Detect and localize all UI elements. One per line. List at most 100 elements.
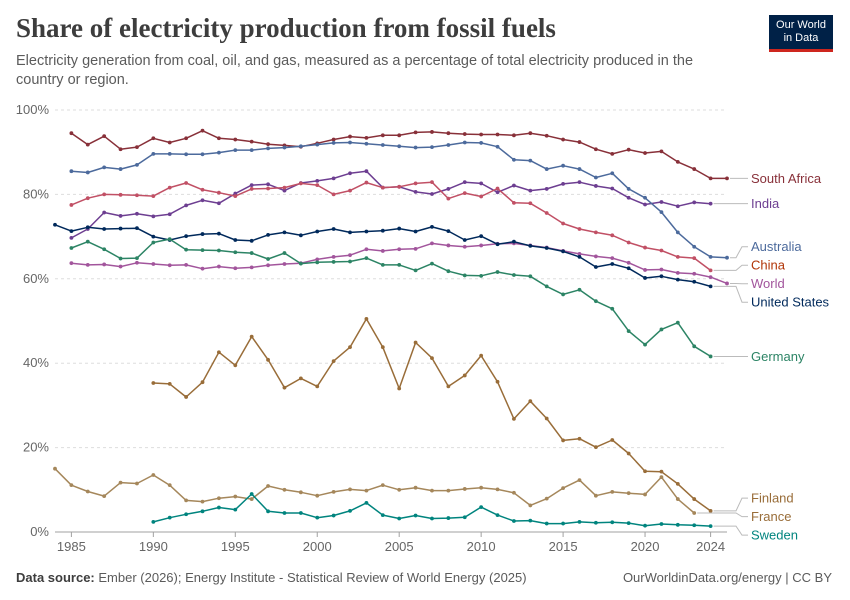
data-point: [233, 238, 238, 242]
data-point: [348, 345, 352, 350]
data-point: [462, 180, 467, 185]
data-point: [610, 233, 615, 238]
data-point: [708, 509, 713, 513]
data-point: [512, 490, 516, 495]
data-point: [233, 363, 238, 368]
series-finland: [151, 316, 713, 513]
data-point: [167, 212, 172, 217]
data-point: [315, 515, 320, 520]
data-point: [577, 252, 582, 256]
label-connector-united-states: [713, 285, 748, 303]
data-point: [364, 229, 369, 234]
data-point: [118, 214, 123, 218]
data-point: [462, 132, 467, 136]
data-point: [479, 353, 484, 358]
data-point: [380, 483, 385, 488]
data-point: [708, 176, 713, 181]
data-point: [102, 247, 107, 252]
data-point: [217, 190, 221, 195]
data-point: [331, 141, 336, 145]
data-point: [692, 256, 697, 261]
data-point: [610, 186, 615, 191]
data-point: [364, 316, 369, 321]
data-point: [397, 184, 402, 189]
data-point: [544, 167, 549, 171]
data-point: [217, 264, 221, 269]
data-point: [348, 171, 352, 176]
data-point: [512, 157, 516, 162]
data-point: [200, 187, 205, 192]
data-point: [430, 356, 434, 361]
data-point: [413, 130, 418, 135]
source-text[interactable]: Ember (2026); Energy Institute - Statist…: [98, 570, 527, 585]
data-point: [69, 169, 74, 174]
data-point: [315, 493, 320, 498]
data-point: [430, 261, 434, 266]
data-point: [708, 354, 713, 359]
data-point: [69, 203, 74, 207]
data-point: [626, 491, 631, 496]
data-point: [430, 516, 434, 521]
data-point: [315, 229, 320, 234]
data-point: [675, 277, 680, 282]
footer-license[interactable]: OurWorldinData.org/energy | CC BY: [622, 570, 832, 585]
data-point: [593, 175, 598, 180]
data-point: [479, 194, 484, 199]
data-point: [266, 146, 270, 151]
data-point: [282, 385, 287, 390]
data-point: [692, 167, 697, 171]
data-point: [692, 511, 697, 515]
data-point: [675, 204, 680, 209]
data-point: [446, 488, 451, 493]
data-point: [561, 292, 565, 297]
y-tick-label: 20%: [23, 440, 49, 455]
data-point: [397, 247, 402, 252]
series-south-africa: [69, 128, 729, 181]
logo-line-1: Our World: [776, 19, 826, 31]
data-point: [298, 181, 303, 186]
data-point: [397, 144, 402, 149]
data-point: [266, 186, 270, 191]
series-label-france: France: [751, 509, 791, 524]
data-point: [298, 144, 303, 149]
data-point: [364, 180, 369, 185]
data-point: [331, 359, 336, 363]
data-point: [675, 320, 680, 325]
series-line: [71, 181, 712, 271]
data-point: [200, 128, 205, 133]
data-point: [659, 475, 664, 480]
data-point: [380, 185, 385, 190]
data-point: [610, 438, 615, 442]
data-point: [69, 246, 74, 250]
data-point: [479, 273, 484, 278]
data-point: [593, 230, 598, 235]
data-point: [167, 237, 172, 242]
data-point: [643, 245, 647, 250]
data-point: [266, 509, 270, 514]
data-point: [135, 481, 139, 486]
data-point: [528, 518, 533, 523]
data-point: [446, 143, 451, 147]
data-point: [69, 229, 74, 234]
data-point: [430, 488, 434, 493]
data-point: [593, 184, 598, 188]
data-point: [479, 181, 484, 186]
data-point: [331, 513, 336, 518]
data-point: [53, 222, 57, 227]
data-point: [593, 445, 598, 450]
data-point: [331, 490, 336, 494]
y-tick-label: 80%: [23, 186, 49, 201]
data-point: [348, 188, 352, 193]
data-point: [446, 243, 451, 248]
data-point: [266, 142, 270, 147]
data-point: [249, 148, 254, 152]
owid-logo[interactable]: Our World in Data: [769, 15, 833, 52]
data-point: [200, 380, 205, 385]
data-point: [233, 148, 238, 152]
series-label-sweden: Sweden: [751, 528, 798, 543]
data-point: [544, 521, 549, 526]
x-tick-label: 2000: [303, 539, 332, 554]
label-connector-finland: [713, 497, 748, 512]
data-point: [364, 256, 369, 261]
data-point: [348, 134, 352, 139]
